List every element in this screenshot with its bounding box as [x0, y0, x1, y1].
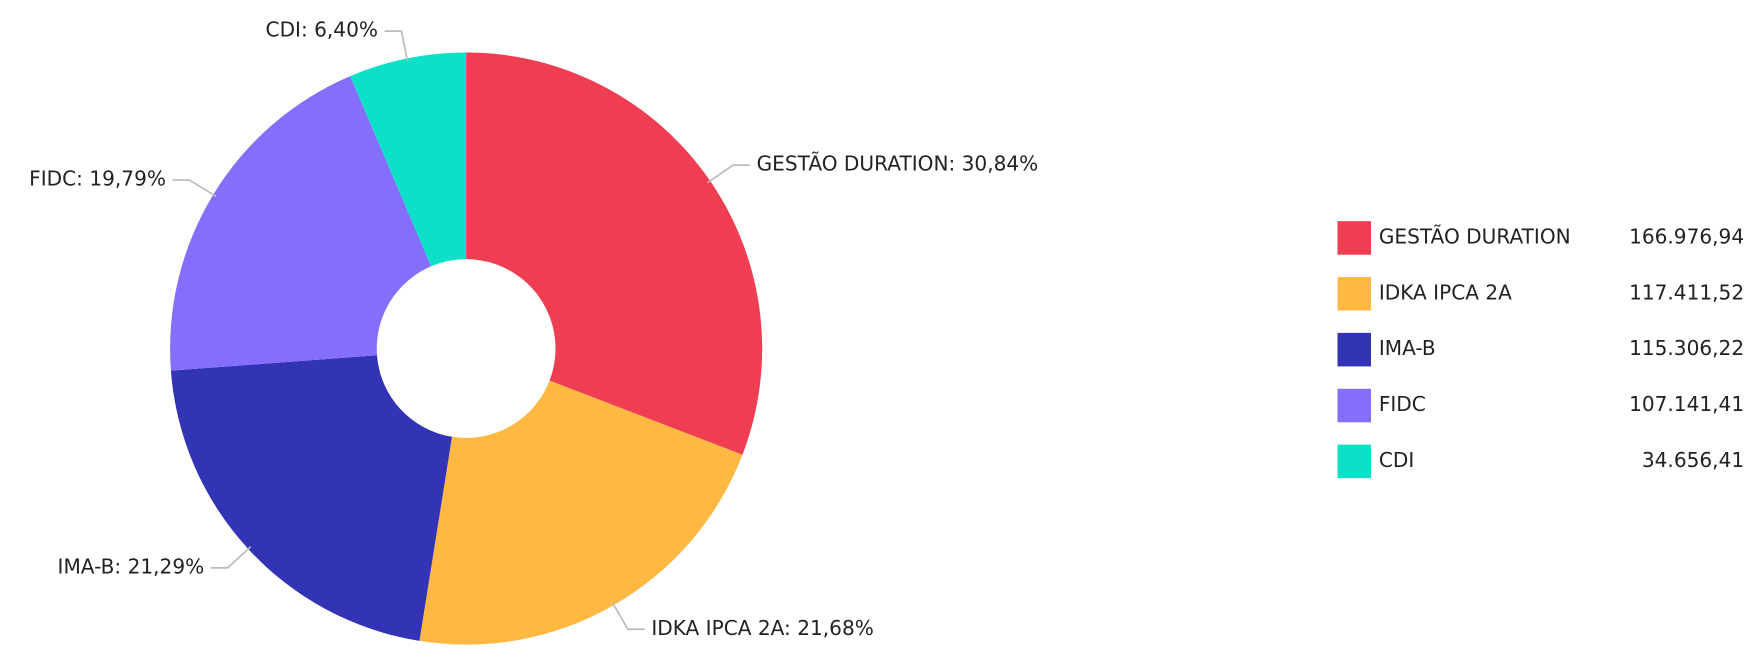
legend-label: IMA-B: [1379, 336, 1436, 360]
legend-swatch: [1337, 277, 1372, 311]
legend-label: GESTÃO DURATION: [1379, 224, 1571, 248]
legend-label: IDKA IPCA 2A: [1379, 280, 1512, 304]
legend-value: 166.976,94: [1629, 224, 1744, 248]
legend-value: 117.411,52: [1629, 280, 1744, 304]
leader-line: [706, 164, 750, 184]
pie-slice: [350, 52, 467, 267]
data-label: GESTÃO DURATION: 30,84%: [757, 152, 1039, 176]
legend-swatch: [1337, 388, 1372, 423]
legend-swatch: [1337, 332, 1372, 367]
legend-swatch: [1337, 444, 1372, 479]
legend-label: FIDC: [1379, 392, 1426, 416]
data-label: IMA-B: 21,29%: [58, 554, 205, 578]
pie-slice: [419, 380, 743, 645]
data-label: IDKA IPCA 2A: 21,68%: [651, 616, 874, 640]
data-label: CDI: 6,40%: [266, 18, 378, 42]
leader-line: [172, 179, 217, 198]
leader-line: [611, 601, 645, 631]
data-label: FIDC: 19,79%: [29, 167, 166, 191]
leader-line: [384, 30, 409, 62]
leader-line: [210, 546, 252, 569]
legend-value: 107.141,41: [1629, 392, 1744, 416]
pie-slice: [466, 52, 763, 455]
pie-slice: [170, 355, 453, 641]
pie-slice: [170, 76, 432, 371]
legend-label: CDI: [1379, 448, 1414, 472]
legend-swatch: [1337, 221, 1372, 255]
legend-value: 115.306,22: [1629, 336, 1744, 360]
legend-value: 34.656,41: [1642, 448, 1744, 472]
